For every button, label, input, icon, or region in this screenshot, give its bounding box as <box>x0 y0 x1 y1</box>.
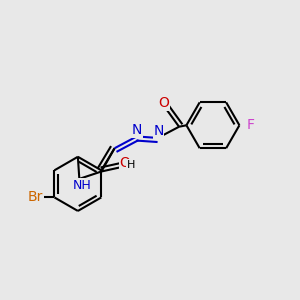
Text: N: N <box>153 124 164 138</box>
Text: H: H <box>127 160 135 170</box>
Text: O: O <box>158 96 169 110</box>
Text: NH: NH <box>72 179 91 192</box>
Text: F: F <box>247 118 255 132</box>
Text: N: N <box>132 123 142 137</box>
Text: O: O <box>119 156 130 170</box>
Text: Br: Br <box>28 190 43 204</box>
